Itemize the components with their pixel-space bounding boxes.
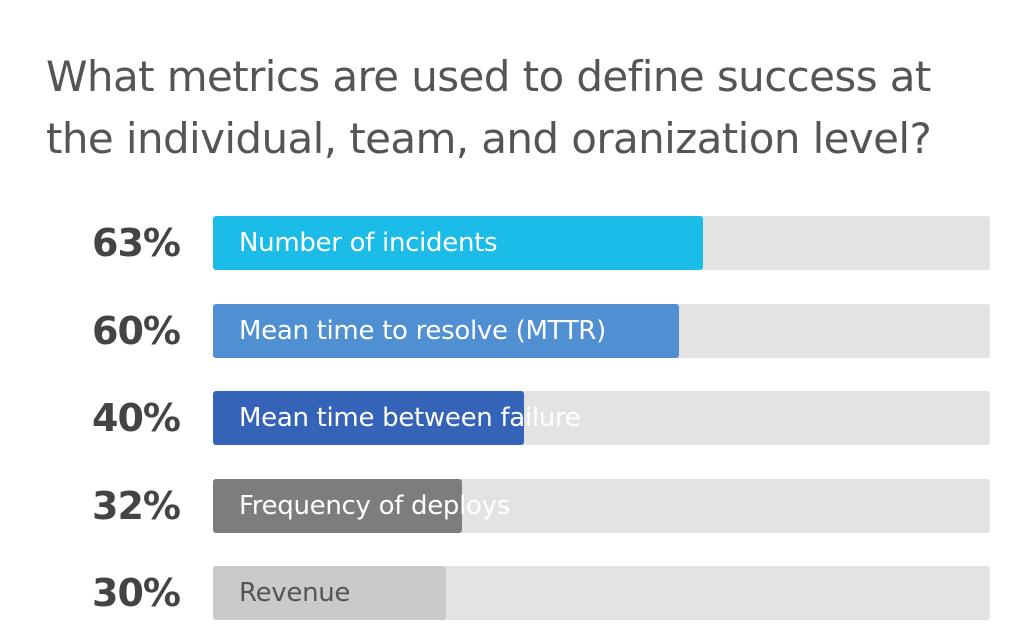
bar-track: Mean time to resolve (MTTR)	[213, 303, 990, 358]
bar-row: 40% Mean time between failure	[0, 391, 1024, 445]
bar-track: Frequency of deploys	[213, 478, 990, 533]
bar-value-label: 40%	[92, 396, 181, 440]
bar-value-label: 32%	[92, 483, 181, 528]
chart-title: What metrics are used to define success …	[46, 52, 932, 163]
bar-track: Mean time between failure	[213, 391, 990, 445]
bar	[213, 216, 703, 270]
bar-row: 63% Number of incidents	[0, 216, 1024, 270]
bar-row: 32% Frequency of deploys	[0, 478, 1024, 533]
bar-category-label: Frequency of deploys	[239, 490, 510, 521]
bar-value-label: 30%	[92, 571, 181, 615]
bar	[213, 566, 447, 620]
bar-value-label: 60%	[92, 308, 181, 353]
bar	[213, 391, 524, 445]
bar-row: 60% Mean time to resolve (MTTR)	[0, 303, 1024, 358]
bar-category-label: Mean time between failure	[239, 403, 581, 433]
bar-value-label: 63%	[92, 221, 181, 265]
bar-track: Number of incidents	[213, 216, 990, 270]
bar-track: Revenue	[213, 566, 990, 620]
bar	[213, 303, 680, 358]
bar-category-label: Mean time to resolve (MTTR)	[239, 315, 606, 346]
bar-category-label: Number of incidents	[239, 228, 498, 258]
bar-category-label: Revenue	[239, 578, 351, 608]
bar-row: 30% Revenue	[0, 566, 1024, 620]
bar	[213, 478, 462, 533]
